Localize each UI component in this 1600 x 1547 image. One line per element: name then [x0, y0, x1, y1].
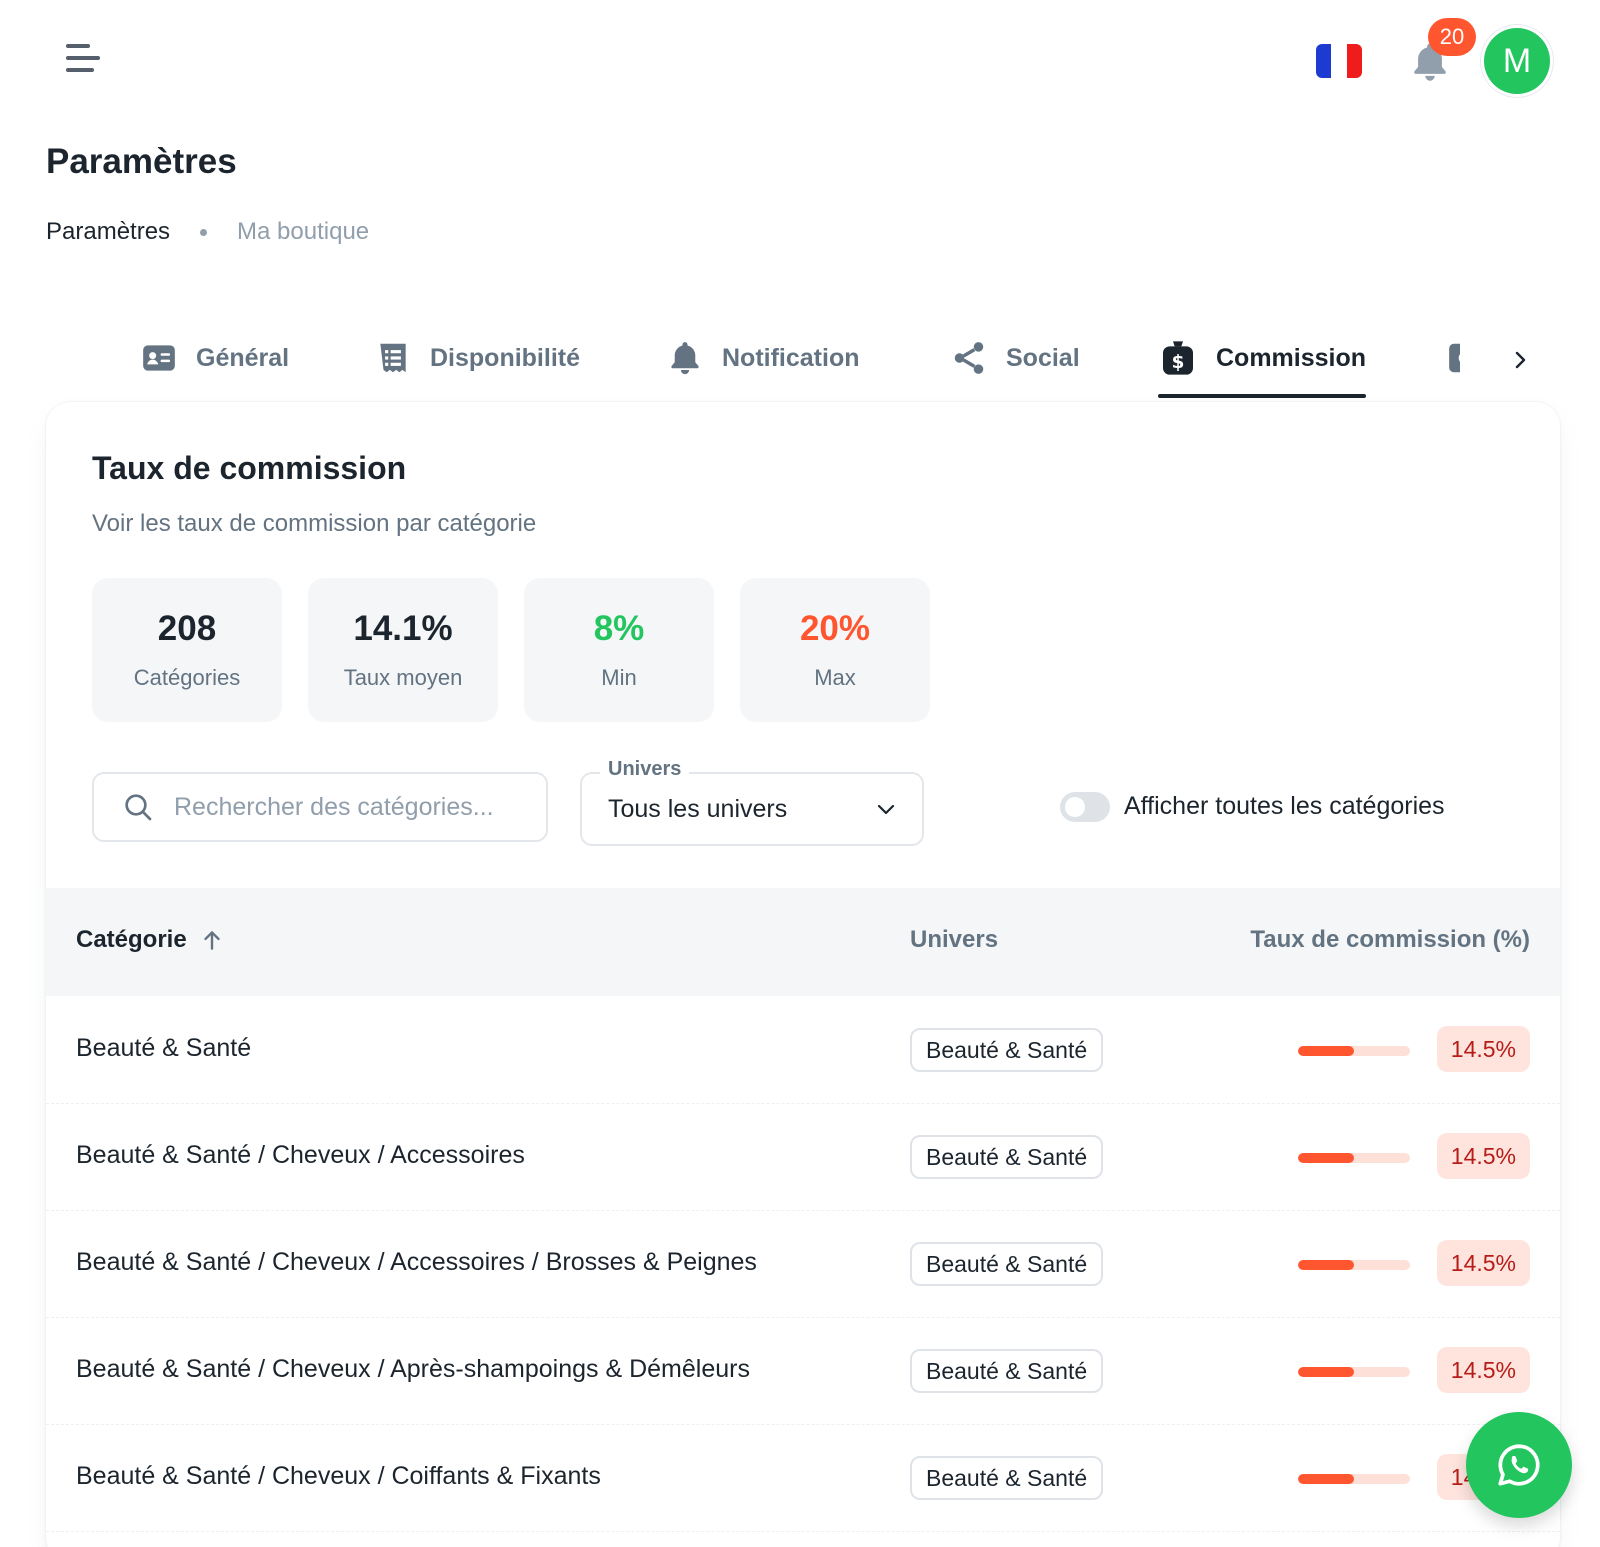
category-name: Beauté & Santé / Cheveux / Accessoires: [76, 1141, 525, 1169]
tab-label: Social: [1006, 343, 1080, 372]
univers-chip: Beauté & Santé: [910, 1349, 1104, 1393]
rate-progress-bar: [1298, 1367, 1410, 1377]
stat-min-rate: 8% Min: [524, 578, 714, 722]
search-input[interactable]: [174, 792, 514, 822]
search-icon: [125, 794, 152, 821]
rate-badge: 14.5%: [1436, 1026, 1530, 1072]
language-flag-button[interactable]: [1316, 44, 1362, 78]
menu-icon[interactable]: [62, 42, 104, 78]
page-title: Paramètres: [46, 142, 237, 181]
card-title: Taux de commission: [92, 450, 407, 486]
table-row[interactable]: Beauté & Santé / Cheveux / Accessoires Be…: [46, 1103, 1560, 1211]
stat-categories: 208 Catégories: [92, 578, 282, 722]
rate-progress-bar: [1298, 1046, 1410, 1056]
rate-progress-fill: [1298, 1260, 1354, 1270]
rate-badge: 14.5%: [1436, 1347, 1530, 1393]
tab-label: Commission: [1216, 343, 1367, 372]
toggle-label: Afficher toutes les catégories: [1124, 792, 1445, 820]
breadcrumb: Paramètres Ma boutique: [46, 218, 369, 246]
column-header-rate[interactable]: Taux de commission (%): [1250, 926, 1530, 953]
stat-max-rate: 20% Max: [740, 578, 930, 722]
rate-progress-fill: [1298, 1474, 1354, 1484]
stat-value: 20%: [799, 609, 871, 648]
rate-progress-bar: [1298, 1260, 1410, 1270]
table-row[interactable]: Beauté & Santé Beauté & Santé 14.5%: [46, 996, 1560, 1104]
avatar[interactable]: M: [1484, 28, 1550, 94]
rate-progress-fill: [1298, 1153, 1354, 1163]
partial-tab-icon: [1449, 343, 1460, 373]
rate-progress-bar: [1298, 1474, 1410, 1484]
tab-label: Général: [196, 343, 290, 372]
tab-label: Disponibilité: [430, 343, 580, 372]
svg-text:$: $: [1172, 352, 1185, 373]
stat-label: Min: [601, 665, 637, 690]
category-name: Beauté & Santé / Cheveux / Coiffants & F…: [76, 1462, 601, 1490]
rate-badge: 14.5%: [1436, 1240, 1530, 1286]
tabs-scroll-right-button[interactable]: [1500, 340, 1540, 380]
univers-chip: Beauté & Santé: [910, 1242, 1104, 1286]
chevron-down-icon: [877, 804, 895, 815]
column-header-label: Catégorie: [76, 926, 187, 953]
univers-select[interactable]: Tous les univers: [580, 772, 924, 846]
stat-value: 208: [157, 609, 217, 648]
table-row[interactable]: Beauté & Santé / Cheveux / Accessoires /…: [46, 1210, 1560, 1318]
rate-progress-bar: [1298, 1153, 1410, 1163]
tab-label: Notification: [722, 343, 860, 372]
column-header-category[interactable]: Catégorie: [76, 926, 225, 954]
whatsapp-chat-button[interactable]: [1466, 1412, 1572, 1518]
settings-tabs: Général Disponibilité Notification Socia…: [0, 318, 1600, 398]
id-card-icon: [143, 345, 175, 371]
share-icon: [954, 342, 984, 374]
stat-label: Catégories: [133, 665, 241, 690]
table-header: Catégorie Univers Taux de commission (%): [46, 888, 1560, 996]
rate-progress-fill: [1298, 1046, 1354, 1056]
stat-value: 14.1%: [353, 609, 453, 648]
commission-card: Taux de commission Voir les taux de comm…: [46, 402, 1560, 1547]
tab-partial-next[interactable]: [1446, 318, 1460, 398]
stat-label: Max: [814, 665, 856, 690]
money-bag-icon: $: [1163, 341, 1193, 375]
univers-chip: Beauté & Santé: [910, 1456, 1104, 1500]
rate-progress-fill: [1298, 1367, 1354, 1377]
univers-select-label: Univers: [600, 758, 690, 781]
category-name: Beauté & Santé / Cheveux / Après-shampoi…: [76, 1355, 750, 1383]
breadcrumb-item-settings[interactable]: Paramètres: [46, 218, 171, 245]
stat-value: 8%: [593, 609, 645, 648]
notification-badge: 20: [1428, 18, 1476, 56]
univers-select-value: Tous les univers: [608, 794, 788, 823]
whatsapp-icon: [1498, 1444, 1540, 1486]
chevron-right-icon: [1515, 351, 1526, 369]
tab-commission[interactable]: $ Commission: [1158, 318, 1367, 398]
breadcrumb-separator: [200, 228, 208, 236]
category-name: Beauté & Santé: [76, 1034, 252, 1062]
list-icon: [380, 343, 406, 373]
stat-average-rate: 14.1% Taux moyen: [308, 578, 498, 722]
card-subtitle: Voir les taux de commission par catégori…: [92, 510, 537, 537]
univers-chip: Beauté & Santé: [910, 1135, 1104, 1179]
column-header-univers[interactable]: Univers: [910, 926, 999, 953]
table-row[interactable]: Beauté & Santé / Cheveux / Après-shampoi…: [46, 1317, 1560, 1425]
tab-availability[interactable]: Disponibilité: [374, 318, 580, 398]
breadcrumb-item-current: Ma boutique: [237, 218, 370, 245]
bell-icon: [671, 342, 699, 375]
univers-chip: Beauté & Santé: [910, 1028, 1104, 1072]
category-name: Beauté & Santé / Cheveux / Accessoires /…: [76, 1248, 757, 1276]
rate-badge: 14.5%: [1436, 1133, 1530, 1179]
tab-general[interactable]: Général: [140, 318, 289, 398]
tab-social[interactable]: Social: [950, 318, 1080, 398]
table-row[interactable]: Beauté & Santé / Cheveux / Coiffants & F…: [46, 1424, 1560, 1532]
tab-notification[interactable]: Notification: [666, 318, 860, 398]
stat-label: Taux moyen: [343, 665, 463, 690]
sort-ascending-icon: [204, 931, 220, 950]
show-all-categories-toggle[interactable]: [1060, 792, 1110, 822]
search-field[interactable]: [92, 772, 548, 842]
